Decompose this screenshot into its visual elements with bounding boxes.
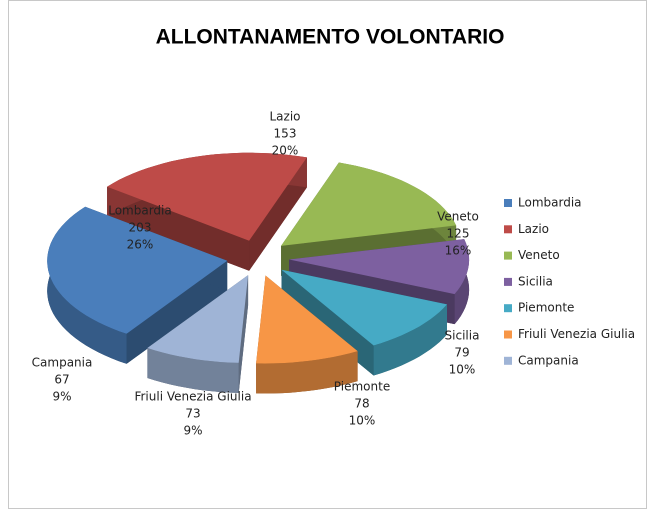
legend-label: Piemonte (518, 301, 574, 315)
chart-title: ALLONTANAMENTO VOLONTARIO (156, 26, 505, 49)
legend-label: Campania (518, 353, 579, 367)
data-label-name: Campania (32, 356, 93, 370)
data-label-percent: 26% (127, 238, 154, 252)
slice-top (147, 275, 249, 363)
data-label-percent: 9% (52, 390, 71, 404)
slice-wall (249, 157, 307, 271)
legend-label: Veneto (518, 248, 560, 262)
slice (256, 275, 358, 394)
data-label-value: 73 (185, 407, 200, 421)
legend-label: Lazio (518, 222, 549, 236)
data-label-name: Piemonte (334, 380, 390, 394)
slice-top (289, 239, 470, 295)
data-label-value: 153 (274, 127, 297, 141)
data-label-name: Lombardia (108, 204, 172, 218)
data-label-value: 203 (129, 221, 152, 235)
slice (47, 206, 228, 364)
slice (147, 275, 249, 393)
slice-top (256, 275, 358, 364)
legend-label: Sicilia (518, 274, 553, 288)
data-label-percent: 20% (272, 144, 299, 158)
slice-top (281, 269, 447, 346)
data-label-name: Friuli Venezia Giulia (134, 390, 251, 404)
slice-side (147, 348, 239, 393)
data-label-name: Lazio (269, 110, 300, 124)
data-label-value: 125 (447, 227, 470, 241)
data-label-value: 78 (354, 397, 369, 411)
slice-top (281, 162, 457, 246)
legend-label: Lombardia (518, 196, 582, 210)
data-label-value: 67 (54, 373, 69, 387)
data-label-name: Veneto (437, 210, 479, 224)
data-label-value: 79 (454, 346, 469, 360)
legend-swatch (504, 304, 512, 313)
legend-swatch (504, 277, 512, 286)
legend-swatch (504, 330, 512, 339)
slice-top (47, 206, 228, 334)
legend-swatch (504, 251, 512, 260)
legend-swatch (504, 199, 512, 207)
data-label-percent: 10% (349, 414, 376, 428)
data-label-percent: 10% (449, 363, 476, 377)
data-label-percent: 9% (183, 424, 202, 438)
data-label-name: Sicilia (445, 329, 480, 343)
legend-swatch (504, 356, 512, 365)
legend-swatch (504, 225, 512, 234)
slice-top (107, 152, 307, 241)
slice-side (373, 304, 447, 376)
slice-wall (107, 186, 250, 271)
data-label-percent: 16% (445, 244, 472, 258)
slice-side (256, 351, 358, 394)
legend-label: Friuli Venezia Giulia (518, 327, 635, 341)
slice-wall (126, 260, 228, 364)
slice (107, 152, 307, 271)
